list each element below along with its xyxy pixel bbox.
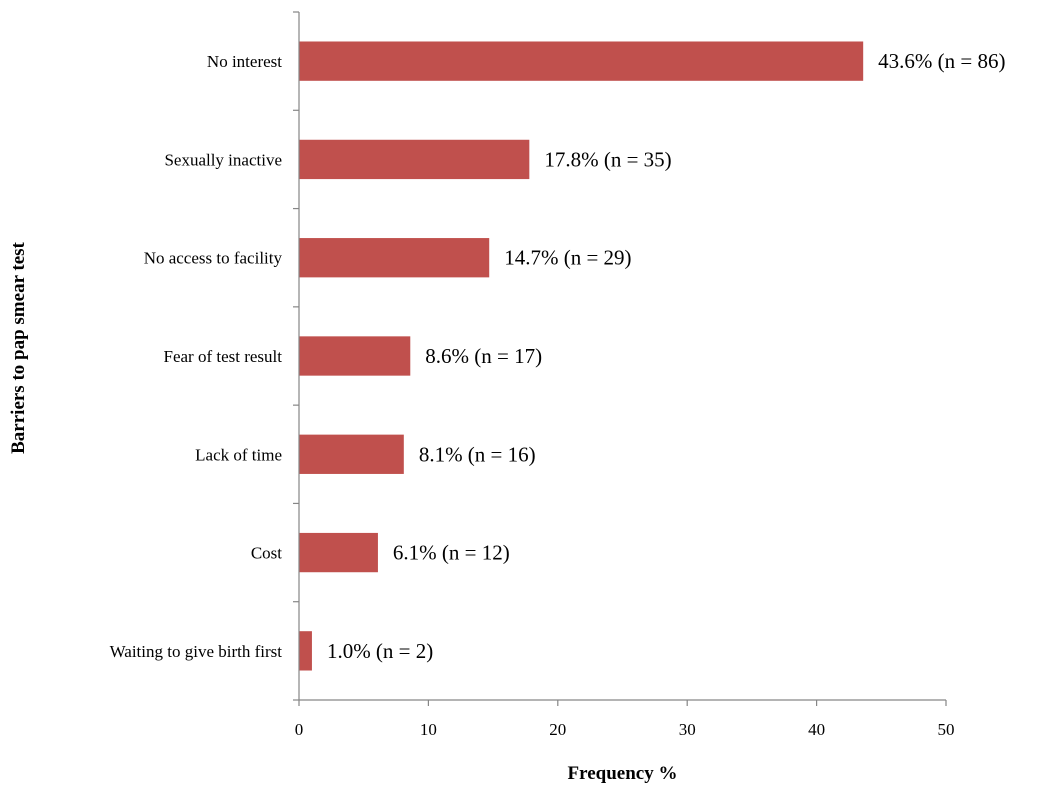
data-label: 6.1% (n = 12) bbox=[393, 541, 510, 565]
x-tick-label: 40 bbox=[808, 720, 825, 739]
data-label: 14.7% (n = 29) bbox=[504, 246, 631, 270]
x-tick-label: 50 bbox=[938, 720, 955, 739]
data-labels-group: 43.6% (n = 86) 17.8% (n = 35) 14.7% (n = 2… bbox=[327, 49, 1006, 663]
category-label: Fear of test result bbox=[164, 347, 283, 366]
bar bbox=[299, 139, 530, 180]
category-label: No access to facility bbox=[144, 249, 283, 268]
x-axis-title: Frequency % bbox=[568, 763, 678, 784]
category-label: Cost bbox=[251, 544, 282, 563]
bar bbox=[299, 434, 404, 474]
data-label: 43.6% (n = 86) bbox=[878, 49, 1005, 73]
category-labels-group: No interest Sexually inactive No access to… bbox=[110, 52, 283, 661]
tick-labels-group: 0 10 20 30 40 50 bbox=[293, 11, 955, 739]
x-tick-label: 10 bbox=[420, 720, 437, 739]
category-label: Waiting to give birth first bbox=[110, 642, 283, 661]
category-label: Lack of time bbox=[195, 445, 282, 464]
data-label: 1.0% (n = 2) bbox=[327, 639, 433, 663]
x-tick-label: 20 bbox=[549, 720, 566, 739]
bar bbox=[299, 336, 411, 376]
bar bbox=[299, 532, 378, 573]
bars-group bbox=[299, 41, 864, 671]
category-label: Sexually inactive bbox=[164, 150, 282, 169]
y-axis-title: Barriers to pap smear test bbox=[8, 241, 29, 453]
bar bbox=[299, 631, 312, 671]
data-label: 8.6% (n = 17) bbox=[425, 344, 542, 368]
data-label: 8.1% (n = 16) bbox=[419, 442, 536, 466]
x-tick-label: 0 bbox=[295, 720, 304, 739]
data-label: 17.8% (n = 35) bbox=[544, 147, 671, 171]
bar bbox=[299, 238, 490, 278]
category-label: No interest bbox=[207, 52, 282, 71]
axes-group bbox=[298, 12, 946, 701]
bar bbox=[299, 41, 864, 81]
x-tick-label: 30 bbox=[679, 720, 696, 739]
